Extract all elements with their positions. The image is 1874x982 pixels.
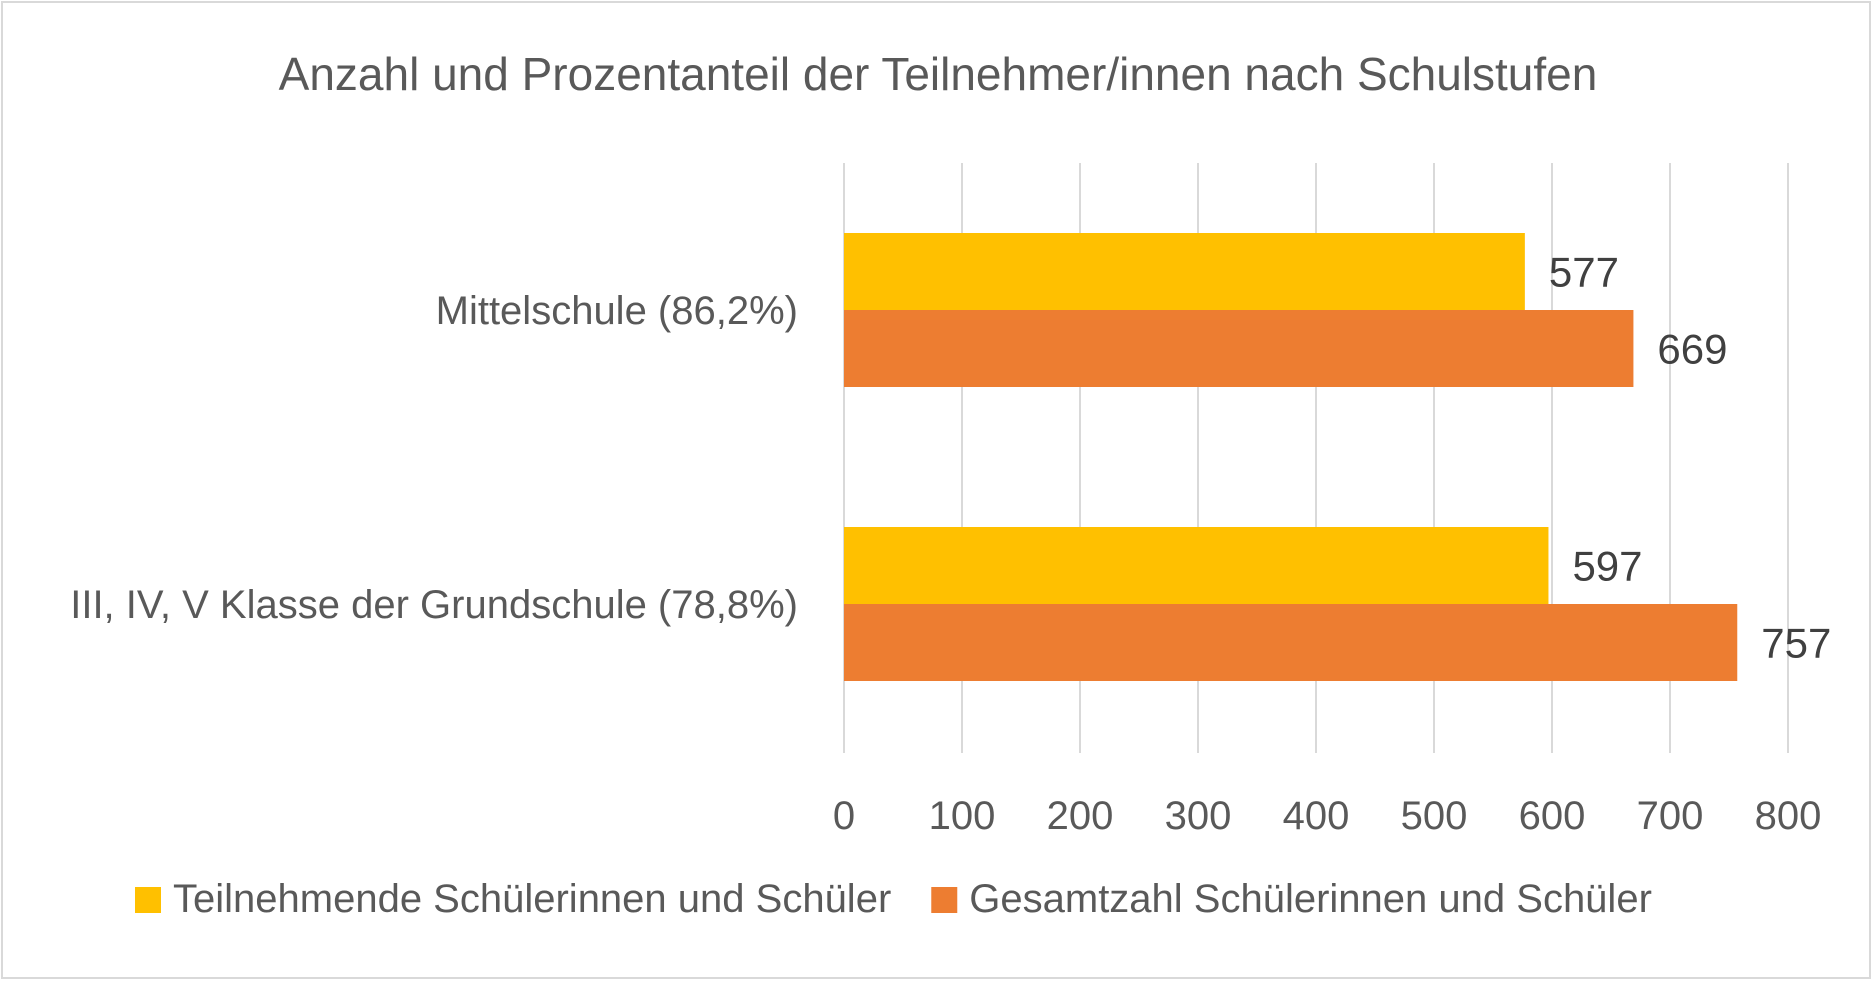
bars xyxy=(844,233,1738,681)
bar-series1-cat0 xyxy=(844,310,1634,387)
chart-title: Anzahl und Prozentanteil der Teilnehmer/… xyxy=(279,48,1598,100)
data-label-series1-cat1: 757 xyxy=(1761,620,1831,667)
x-tick-label-100: 100 xyxy=(929,794,996,838)
x-tick-label-700: 700 xyxy=(1637,794,1704,838)
data-label-series1-cat0: 669 xyxy=(1657,326,1727,373)
category-label-1: III, IV, V Klasse der Grundschule (78,8%… xyxy=(70,583,798,627)
legend-swatch-1 xyxy=(931,887,958,913)
bar-series0-cat1 xyxy=(844,527,1549,604)
x-tick-label-0: 0 xyxy=(833,794,855,838)
legend-swatch-0 xyxy=(135,887,161,913)
data-label-series0-cat0: 577 xyxy=(1549,249,1619,296)
x-tick-label-500: 500 xyxy=(1401,794,1468,838)
x-tick-label-800: 800 xyxy=(1755,794,1822,838)
data-labels: 577 597 669 757 xyxy=(1549,249,1831,667)
bar-chart: Anzahl und Prozentanteil der Teilnehmer/… xyxy=(70,48,1831,921)
x-axis-tick-labels: 0 100 200 300 400 500 600 700 800 xyxy=(833,794,1822,838)
bar-series1-cat1 xyxy=(844,604,1738,681)
category-labels: Mittelschule (86,2%) III, IV, V Klasse de… xyxy=(70,289,798,627)
legend: Teilnehmende Schülerinnen und Schüler Ges… xyxy=(135,877,1652,921)
category-label-0: Mittelschule (86,2%) xyxy=(436,289,798,333)
x-tick-label-300: 300 xyxy=(1165,794,1232,838)
data-label-series0-cat1: 597 xyxy=(1572,543,1642,590)
bar-series0-cat0 xyxy=(844,233,1525,310)
legend-label-1: Gesamtzahl Schülerinnen und Schüler xyxy=(969,877,1652,921)
x-tick-label-400: 400 xyxy=(1283,794,1350,838)
x-tick-label-200: 200 xyxy=(1047,794,1114,838)
x-tick-label-600: 600 xyxy=(1519,794,1586,838)
legend-label-0: Teilnehmende Schülerinnen und Schüler xyxy=(173,877,891,921)
